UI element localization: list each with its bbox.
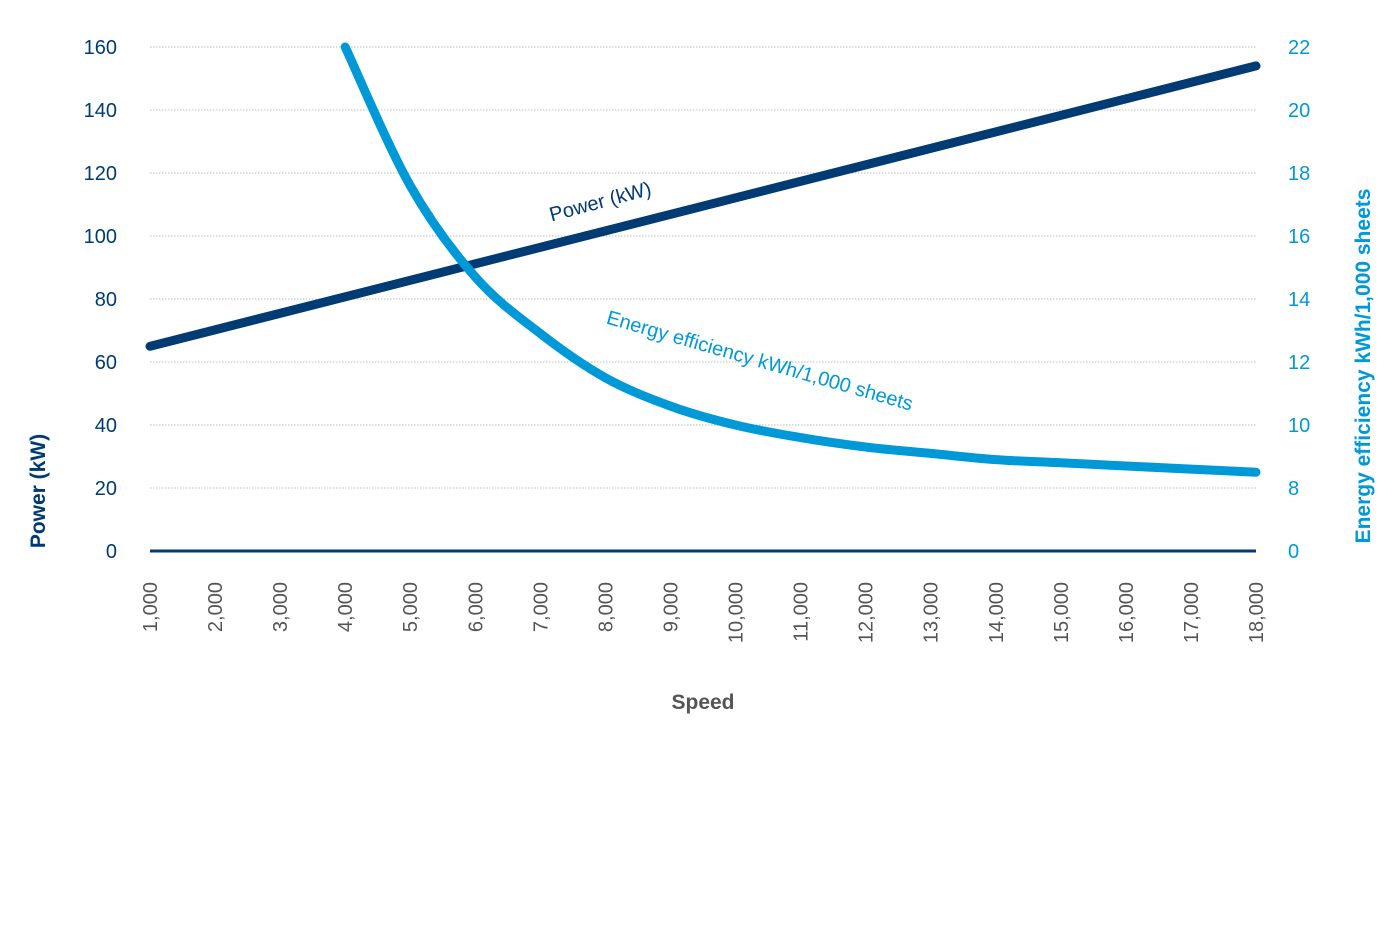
x-tick-label: 3,000 — [270, 582, 292, 632]
right-tick-label: 18 — [1288, 163, 1310, 185]
x-tick-label: 17,000 — [1181, 582, 1203, 643]
x-tick-label: 7,000 — [530, 582, 552, 632]
x-tick-label: 2,000 — [205, 582, 227, 632]
left-tick-label: 100 — [84, 226, 117, 248]
right-tick-label: 14 — [1288, 289, 1310, 311]
x-tick-label: 9,000 — [660, 582, 682, 632]
right-axis-ticks: 0 8 10 12 14 16 18 20 22 — [1288, 37, 1310, 563]
left-tick-label: 120 — [84, 163, 117, 185]
x-tick-label: 8,000 — [595, 582, 617, 632]
left-tick-label: 80 — [95, 289, 117, 311]
x-tick-label: 4,000 — [335, 582, 357, 632]
x-tick-label: 1,000 — [140, 582, 162, 632]
x-tick-label: 5,000 — [400, 582, 422, 632]
left-tick-label: 0 — [106, 541, 117, 563]
y-axis-left-title: Power (kW) — [27, 434, 50, 548]
x-tick-label: 18,000 — [1246, 582, 1268, 643]
x-tick-label: 16,000 — [1116, 582, 1138, 643]
left-tick-label: 140 — [84, 100, 117, 122]
x-tick-label: 12,000 — [856, 582, 878, 643]
left-tick-label: 160 — [84, 37, 117, 59]
x-tick-label: 11,000 — [791, 582, 813, 642]
grid-lines — [150, 46, 1256, 489]
series-lines — [145, 42, 1261, 477]
right-tick-label: 0 — [1288, 541, 1299, 563]
left-axis-ticks: 0 20 40 60 80 100 120 140 160 — [84, 37, 117, 563]
left-tick-label: 40 — [95, 415, 117, 437]
x-axis-ticks: 1,000 2,000 3,000 4,000 5,000 6,000 7,000 8,000… — [140, 582, 1268, 643]
series-line-efficiency — [340, 42, 1261, 477]
x-tick-label: 14,000 — [986, 582, 1008, 643]
right-tick-label: 10 — [1288, 415, 1310, 437]
left-tick-label: 20 — [95, 478, 117, 500]
right-tick-label: 16 — [1288, 226, 1310, 248]
series-line-power — [145, 61, 1261, 351]
left-tick-label: 60 — [95, 352, 117, 374]
x-tick-label: 15,000 — [1051, 582, 1073, 643]
right-tick-label: 12 — [1288, 352, 1310, 374]
right-tick-label: 8 — [1288, 478, 1299, 500]
x-tick-label: 13,000 — [921, 582, 943, 643]
x-axis-title: Speed — [671, 691, 734, 714]
right-tick-label: 20 — [1288, 100, 1310, 122]
right-tick-label: 22 — [1288, 37, 1310, 59]
x-tick-label: 10,000 — [726, 582, 748, 643]
x-tick-label: 6,000 — [465, 582, 487, 632]
y-axis-right-title: Energy efficiency kWh/1,000 sheets — [1352, 189, 1375, 544]
